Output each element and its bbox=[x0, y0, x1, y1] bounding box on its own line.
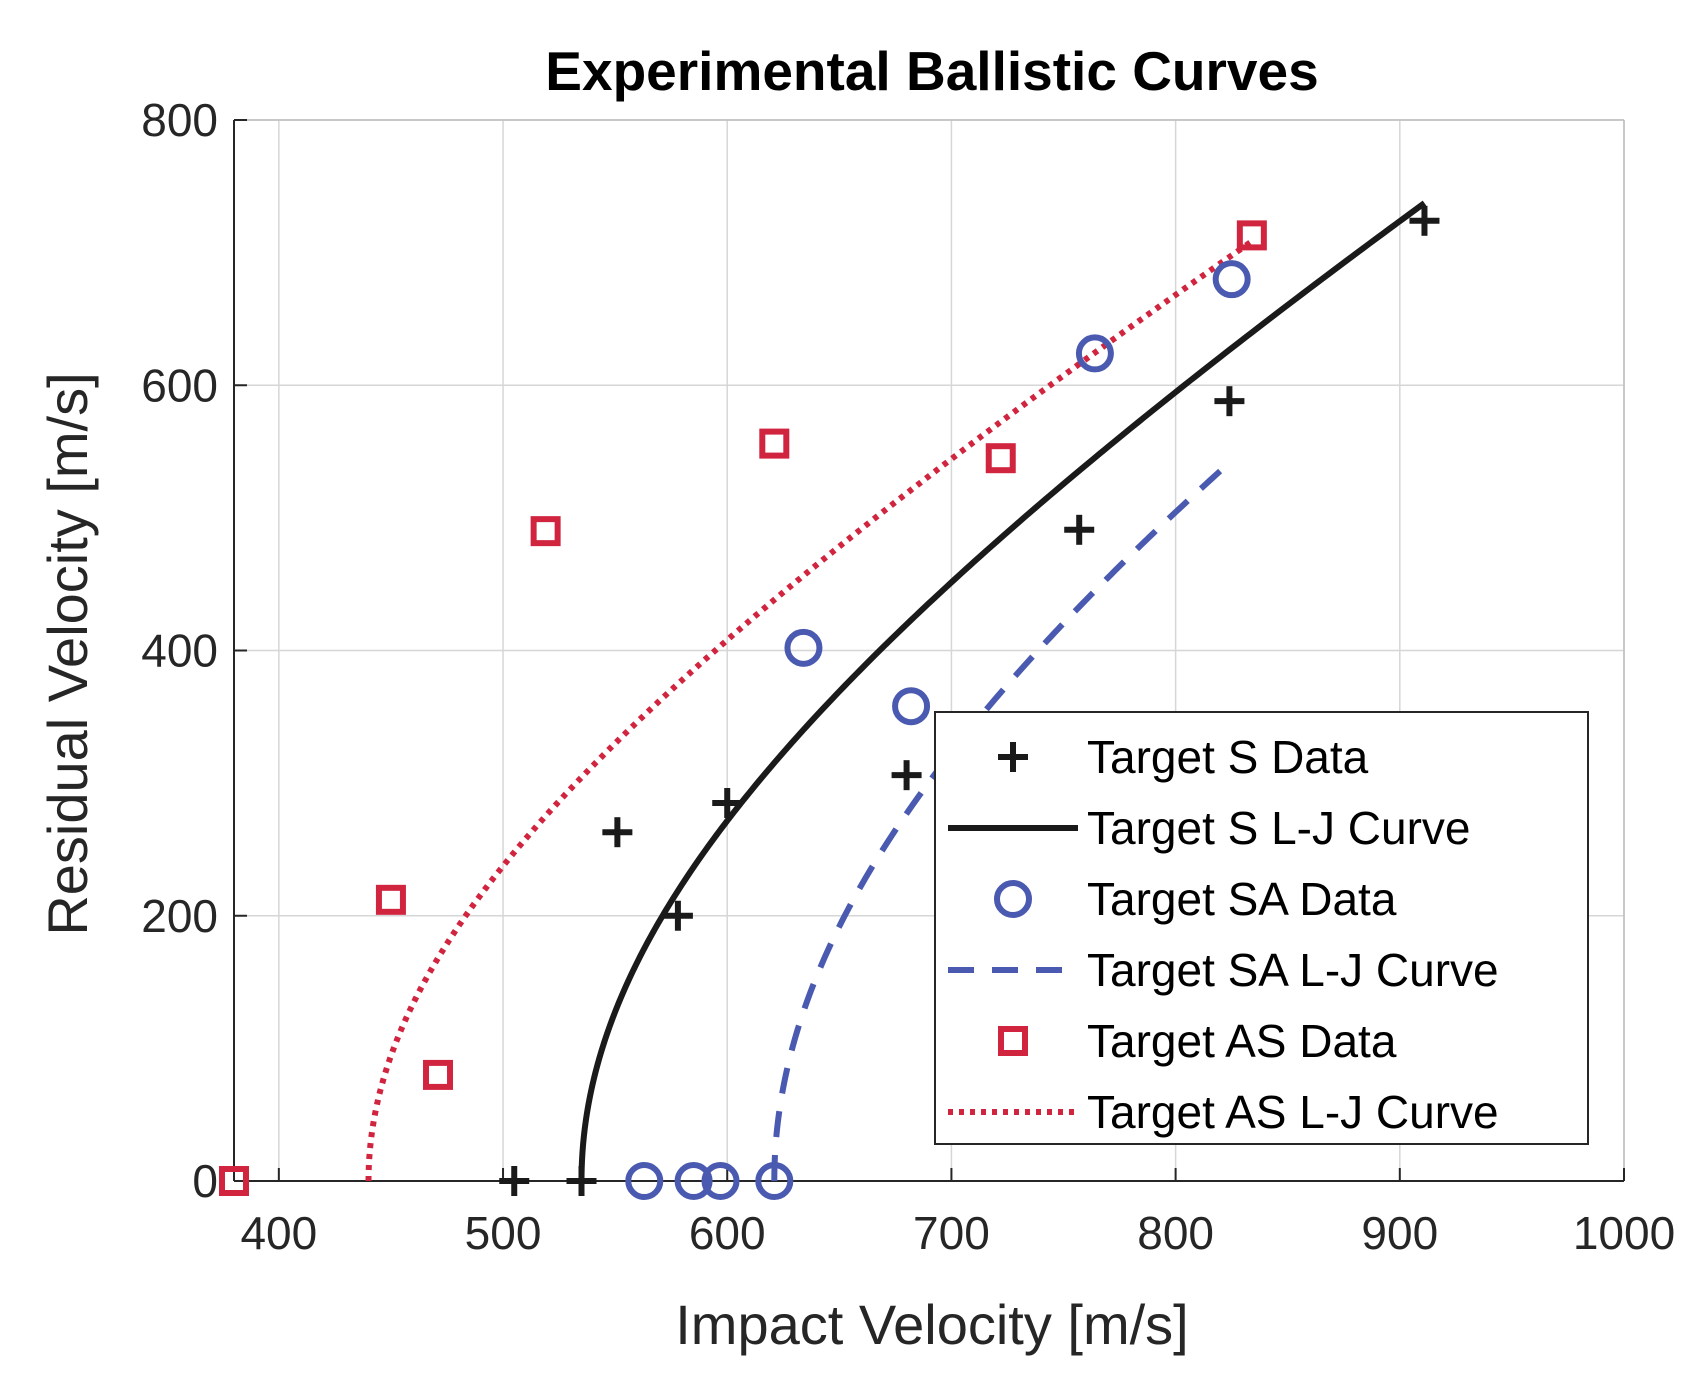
y-tick-label: 0 bbox=[192, 1155, 218, 1207]
data-point bbox=[1212, 260, 1251, 299]
data-point bbox=[219, 1166, 249, 1196]
data-point bbox=[1064, 514, 1095, 545]
ticks: 400 500 600 700 800 900 1000 0 200 400 600 800 bbox=[141, 94, 1675, 1259]
x-tick-label: 700 bbox=[913, 1207, 990, 1259]
x-axis-label: Impact Velocity [m/s] bbox=[675, 1293, 1189, 1356]
data-point bbox=[985, 443, 1016, 474]
y-tick-label: 600 bbox=[141, 359, 218, 411]
legend-marker bbox=[998, 742, 1028, 772]
data-point bbox=[892, 687, 931, 726]
data-point bbox=[662, 900, 693, 931]
legend-item: Target S L-J Curve bbox=[948, 802, 1470, 854]
data-point bbox=[701, 1162, 740, 1200]
data-point bbox=[423, 1059, 454, 1090]
legend-marker bbox=[998, 1026, 1028, 1056]
data-point bbox=[1075, 334, 1114, 373]
data-point bbox=[1236, 220, 1267, 251]
data-point bbox=[759, 428, 790, 459]
legend-item: Target SA Data bbox=[994, 873, 1397, 925]
data-point bbox=[674, 1162, 713, 1200]
x-tick-label: 600 bbox=[689, 1207, 766, 1259]
x-tick-label: 500 bbox=[465, 1207, 542, 1259]
y-tick-label: 200 bbox=[141, 890, 218, 942]
legend-label: Target SA Data bbox=[1087, 873, 1397, 925]
data-point bbox=[784, 628, 823, 667]
legend-label: Target S L-J Curve bbox=[1087, 802, 1470, 854]
data-point bbox=[755, 1162, 794, 1200]
series bbox=[219, 200, 1440, 1200]
legend-item: Target AS L-J Curve bbox=[948, 1086, 1499, 1138]
legend-marker bbox=[994, 880, 1032, 918]
series-points-target-s-data bbox=[499, 205, 1440, 1196]
legend-label: Target S Data bbox=[1087, 731, 1369, 783]
y-axis-label: Residual Velocity [m/s] bbox=[36, 372, 99, 935]
legend-label: Target SA L-J Curve bbox=[1087, 944, 1499, 996]
data-point bbox=[375, 884, 406, 915]
legend-item: Target SA L-J Curve bbox=[948, 944, 1499, 996]
data-point bbox=[625, 1162, 664, 1200]
series-points-target-sa-data bbox=[625, 260, 1251, 1200]
legend-label: Target AS Data bbox=[1087, 1015, 1397, 1067]
x-tick-label: 800 bbox=[1137, 1207, 1214, 1259]
legend: Target S Data Target S L-J Curve Target SA… bbox=[934, 711, 1589, 1145]
data-point bbox=[530, 516, 561, 547]
chart-title: Experimental Ballistic Curves bbox=[545, 40, 1318, 102]
data-point bbox=[1214, 386, 1245, 417]
data-point bbox=[566, 1166, 597, 1196]
data-point bbox=[1409, 205, 1440, 236]
y-tick-label: 400 bbox=[141, 625, 218, 677]
x-tick-label: 400 bbox=[240, 1207, 317, 1259]
x-tick-label: 1000 bbox=[1573, 1207, 1675, 1259]
y-tick-label: 800 bbox=[141, 94, 218, 146]
series-line-target-s-l-j-curve bbox=[578, 200, 1427, 1182]
series-points-target-as-data bbox=[219, 220, 1267, 1196]
data-point bbox=[499, 1166, 530, 1196]
legend-label: Target AS L-J Curve bbox=[1087, 1086, 1499, 1138]
data-point bbox=[712, 788, 743, 819]
legend-item: Target AS Data bbox=[998, 1015, 1397, 1067]
legend-box bbox=[934, 711, 1589, 1145]
data-point bbox=[602, 817, 633, 848]
legend-item: Target S Data bbox=[998, 731, 1369, 783]
series-line-target-as-l-j-curve bbox=[365, 238, 1254, 1182]
x-tick-label: 900 bbox=[1361, 1207, 1438, 1259]
series-line-target-sa-l-j-curve bbox=[771, 458, 1234, 1182]
data-point bbox=[891, 760, 922, 791]
